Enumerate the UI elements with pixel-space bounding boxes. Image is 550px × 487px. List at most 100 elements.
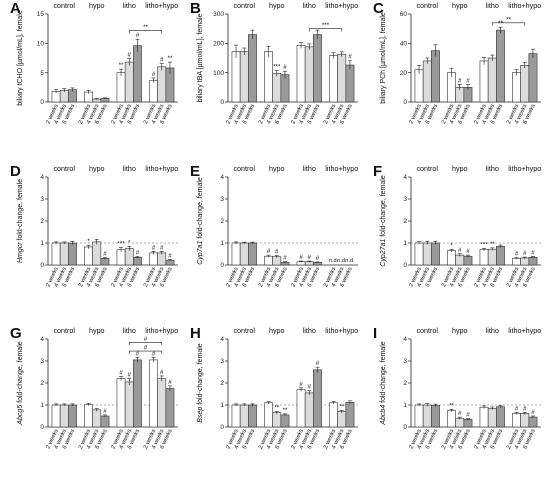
bar: [479, 60, 489, 103]
significance-mark: #: [119, 369, 123, 376]
group-label: hypo: [269, 1, 285, 10]
bar: [455, 254, 465, 266]
group-label: litho: [486, 164, 499, 173]
bracket-mark: #: [144, 336, 148, 343]
y-tick-label: 1: [403, 402, 407, 409]
group-label: litho: [123, 326, 136, 335]
y-tick-label: 3: [40, 196, 44, 203]
group-label: control: [416, 164, 438, 173]
bar: [345, 64, 355, 103]
group-label: litho: [303, 1, 316, 10]
bar: [304, 392, 314, 428]
bracket-mark: #: [144, 345, 148, 352]
bar: [157, 378, 167, 428]
nd-label: n.d.: [329, 258, 339, 264]
significance-mark: #: [458, 77, 462, 84]
bar: [92, 241, 102, 266]
y-tick-label: 2: [220, 218, 224, 225]
bar: [165, 259, 175, 266]
significance-mark: #: [515, 251, 519, 258]
bar: [157, 252, 167, 266]
significance-mark: #: [267, 248, 271, 255]
y-tick-label: 4: [220, 336, 224, 343]
significance-mark: #: [136, 32, 140, 39]
bar: [68, 89, 77, 103]
group-label: litho+hypo: [508, 326, 541, 335]
group-label: litho+hypo: [325, 164, 358, 173]
significance-mark: #: [466, 77, 470, 84]
bar: [329, 402, 338, 428]
bar: [100, 415, 110, 428]
y-tick-label: 1: [220, 240, 224, 247]
y-tick-label: 4: [40, 174, 44, 181]
bar: [313, 34, 322, 103]
significance-mark: #: [458, 247, 462, 254]
bar: [248, 404, 257, 428]
significance-mark: #: [160, 244, 164, 251]
bar: [296, 389, 306, 428]
bar: [51, 404, 61, 428]
bracket-mark: **: [143, 24, 148, 31]
group-label: hypo: [452, 326, 468, 335]
bar: [100, 258, 110, 266]
bar: [116, 249, 126, 266]
bar: [487, 408, 497, 428]
bar: [149, 359, 158, 428]
y-tick-label: 40: [400, 41, 408, 48]
panel-letter: E: [190, 163, 200, 180]
group-label: control: [416, 1, 438, 10]
y-tick-label: 20: [400, 70, 408, 77]
significance-mark: #: [523, 405, 527, 412]
y-axis-label-text: fold-change, female: [197, 177, 204, 241]
y-axis-label-gene: Abcb4: [380, 405, 387, 426]
group-label: litho+hypo: [145, 164, 178, 173]
group-label: control: [416, 326, 438, 335]
bar: [520, 257, 530, 266]
bar: [68, 404, 77, 428]
y-axis-label-text: fold-change, female: [17, 341, 24, 405]
bar: [133, 45, 142, 103]
y-tick-label: 100: [213, 70, 224, 77]
y-tick-label: 2: [220, 380, 224, 387]
bar: [231, 51, 241, 103]
y-tick-label: 3: [220, 196, 224, 203]
significance-mark: *: [450, 242, 453, 249]
y-axis-label-text: fold-change, female: [380, 175, 387, 239]
bracket-mark: ***: [322, 22, 330, 29]
bar: [487, 248, 497, 266]
group-label: control: [53, 164, 75, 173]
significance-mark: **: [498, 20, 503, 27]
group-label: litho: [303, 164, 316, 173]
y-tick-label: 1: [220, 402, 224, 409]
significance-mark: #: [299, 381, 303, 388]
bar: [422, 404, 432, 428]
bar: [272, 256, 282, 266]
significance-mark: **: [168, 55, 173, 62]
y-axis-label-gene: Bsep: [197, 407, 204, 423]
y-tick-label: 2: [403, 380, 407, 387]
significance-mark: #: [299, 254, 303, 261]
significance-mark: #: [152, 244, 156, 251]
bar: [272, 72, 282, 103]
bar: [231, 242, 241, 266]
significance-mark: #: [523, 250, 527, 257]
y-tick-label: 60: [400, 11, 408, 18]
group-label: hypo: [452, 1, 468, 10]
bar: [157, 66, 167, 103]
group-label: hypo: [89, 326, 105, 335]
y-tick-label: 3: [220, 358, 224, 365]
significance-mark: #: [136, 249, 140, 256]
bar: [133, 257, 142, 266]
y-tick-label: 4: [40, 336, 44, 343]
bar: [512, 413, 521, 428]
group-label: control: [53, 326, 75, 335]
bar: [59, 89, 69, 103]
significance-mark: ***: [273, 63, 281, 70]
significance-mark: #: [283, 64, 287, 71]
bar: [414, 242, 424, 266]
bar: [463, 255, 473, 266]
